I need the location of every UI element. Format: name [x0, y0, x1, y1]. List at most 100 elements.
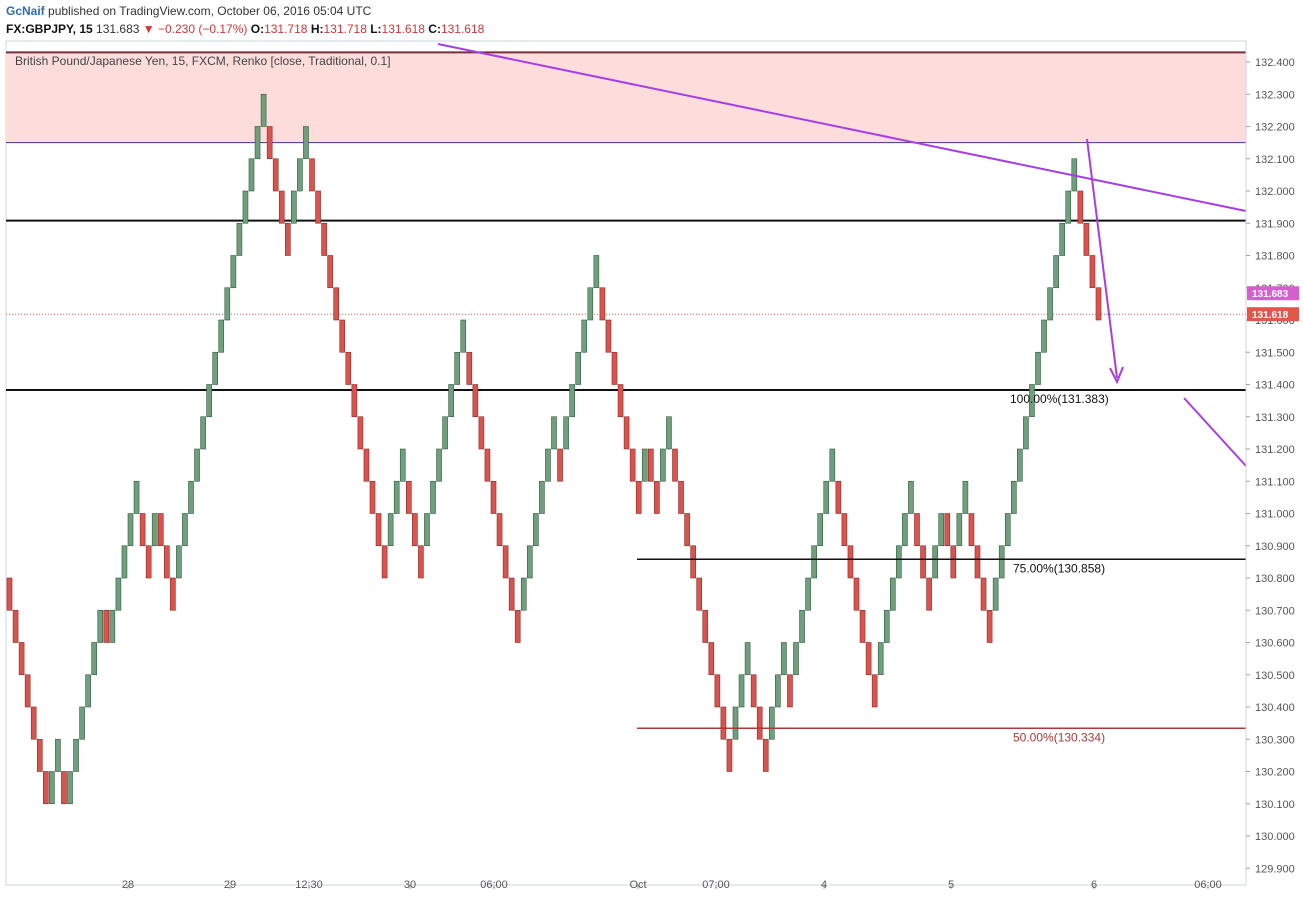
renko-brick-down: [853, 577, 860, 611]
renko-brick-up: [545, 448, 551, 482]
last-price-tag: [1247, 286, 1299, 301]
renko-brick-up: [581, 319, 588, 353]
price-tick-label: 130.400: [1255, 702, 1295, 714]
renko-brick-down: [835, 480, 842, 514]
renko-brick-up: [393, 480, 400, 514]
close-price-tag: [1247, 307, 1299, 322]
renko-brick-up: [593, 255, 600, 289]
renko-brick-down: [629, 448, 636, 482]
renko-brick-down: [164, 545, 170, 579]
renko-brick-down: [272, 158, 279, 192]
renko-brick-up: [799, 609, 805, 643]
low-label: L:: [370, 22, 382, 36]
renko-brick-up: [563, 416, 569, 450]
renko-brick-up: [121, 545, 128, 579]
renko-brick-down: [508, 577, 515, 611]
renko-brick-up: [811, 545, 817, 579]
renko-brick-down: [708, 642, 715, 676]
renko-brick-up: [962, 480, 969, 514]
published-text: published on TradingView.com, October 06…: [48, 4, 372, 18]
renko-brick-up: [1053, 255, 1059, 289]
renko-brick-down: [1083, 222, 1090, 256]
renko-brick-up: [194, 448, 200, 482]
renko-brick-down: [599, 287, 606, 321]
renko-brick-down: [514, 609, 521, 643]
renko-brick-up: [115, 577, 122, 611]
renko-brick-down: [351, 384, 358, 418]
plot-area[interactable]: [5, 40, 1247, 886]
renko-brick-down: [327, 255, 333, 289]
arrow-head-icon: [1109, 366, 1124, 385]
renko-brick-down: [484, 448, 491, 482]
renko-brick-up: [49, 771, 55, 805]
open-value: 131.718: [264, 22, 308, 36]
fib-level-label: 50.00%(130.334): [1013, 730, 1105, 744]
renko-brick-up: [430, 480, 436, 514]
renko-brick-up: [176, 545, 182, 579]
projection-arrow-line: [1086, 138, 1118, 379]
renko-brick-up: [526, 545, 533, 579]
renko-brick-up: [248, 158, 255, 192]
renko-brick-up: [575, 351, 582, 385]
renko-brick-up: [896, 545, 902, 579]
horizontal-levels: [6, 51, 1246, 391]
renko-brick-down: [696, 577, 703, 611]
renko-brick-up: [738, 674, 745, 708]
author-link[interactable]: GcNaif: [6, 4, 45, 18]
price-tick-label: 131.400: [1255, 380, 1295, 392]
price-tick-label: 130.100: [1255, 799, 1295, 811]
renko-brick-down: [405, 480, 412, 514]
renko-brick-up: [109, 609, 116, 643]
renko-brick-down: [61, 771, 67, 805]
price-tick-label: 131.000: [1255, 509, 1295, 521]
renko-brick-up: [133, 480, 140, 514]
price-axis[interactable]: 132.400 132.300 132.200 132.100 132.000 131.9…: [1245, 41, 1295, 885]
price-tick-label: 130.300: [1255, 734, 1295, 746]
renko-brick-down: [496, 513, 503, 547]
renko-brick-up: [200, 416, 206, 450]
renko-brick-up: [883, 609, 890, 643]
renko-brick-down: [726, 738, 733, 772]
time-tick-label: 12:30: [295, 879, 323, 891]
price-tick-label: 131.800: [1255, 251, 1295, 263]
renko-brick-down: [647, 448, 654, 482]
renko-brick-down: [170, 577, 176, 611]
time-tick-label: 6: [1091, 879, 1097, 891]
renko-brick-down: [1095, 287, 1102, 321]
renko-brick-up: [938, 513, 945, 547]
renko-brick-up: [992, 577, 999, 611]
renko-brick-down: [944, 513, 951, 547]
renko-brick-up: [230, 255, 237, 289]
close-price-tag-label: 131.618: [1252, 310, 1289, 321]
renko-brick-up: [73, 738, 79, 772]
renko-brick-up: [188, 480, 194, 514]
renko-brick-up: [151, 513, 158, 547]
renko-brick-up: [260, 93, 267, 127]
renko-brick-up: [387, 513, 394, 547]
price-tick-label: 130.000: [1255, 831, 1295, 843]
renko-brick-up: [1017, 448, 1023, 482]
price-tick-label: 130.900: [1255, 541, 1295, 553]
renko-brick-up: [902, 513, 908, 547]
renko-brick-down: [968, 513, 975, 547]
renko-brick-down: [714, 674, 721, 708]
renko-brick-up: [1010, 480, 1017, 514]
renko-brick-down: [309, 158, 315, 192]
renko-brick-up: [956, 513, 963, 547]
renko-brick-up: [1004, 513, 1011, 547]
price-tick-label: 129.900: [1255, 863, 1295, 875]
time-tick-label: 06:00: [480, 879, 508, 891]
time-axis[interactable]: 28 29 12:30 30 06:00 Oct 07:00 4 5 6 06:00: [122, 879, 1222, 891]
renko-brick-up: [1059, 222, 1065, 256]
renko-brick-up: [587, 287, 594, 321]
symbol-label[interactable]: FX:GBPJPY, 15: [6, 22, 93, 36]
renko-brick-up: [436, 448, 442, 482]
last-price-value: 131.683: [96, 22, 140, 36]
renko-brick-up: [424, 513, 430, 547]
renko-brick-up: [1029, 384, 1035, 418]
renko-brick-down: [859, 609, 866, 643]
fib-level-label: 75.00%(130.858): [1013, 561, 1105, 575]
renko-brick-up: [998, 545, 1005, 579]
renko-brick-down: [635, 480, 642, 514]
